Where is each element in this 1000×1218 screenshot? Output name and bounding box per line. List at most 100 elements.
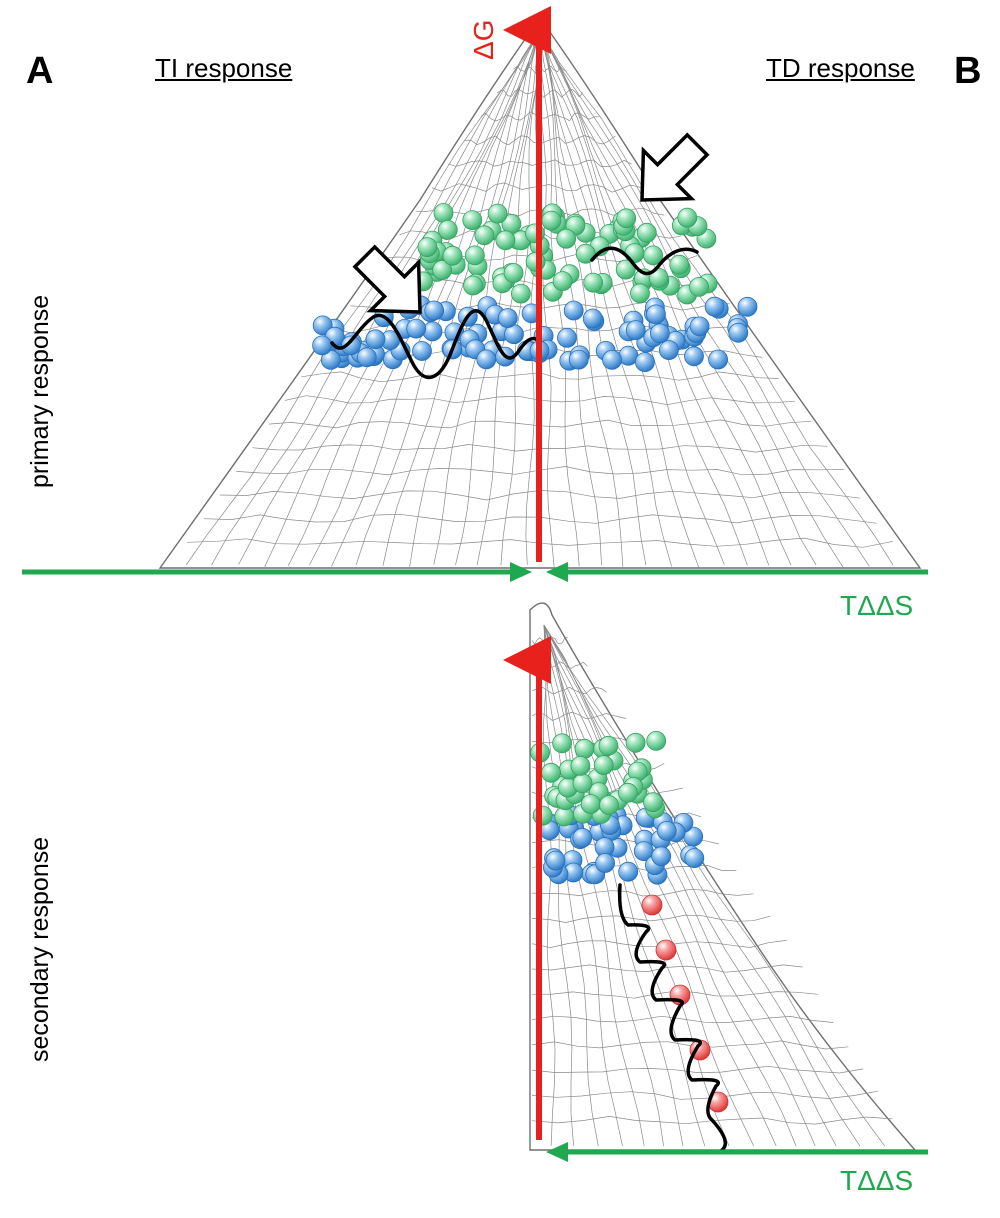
mesh-meridian (543, 624, 574, 1147)
green-sphere (618, 782, 638, 803)
mesh-meridian (455, 29, 541, 566)
primary-response-label: primary response (26, 294, 54, 488)
mesh-meridian (525, 29, 541, 565)
green-sphere (552, 271, 573, 292)
mesh-meridian (543, 624, 623, 1147)
blue-sphere (704, 296, 725, 317)
blue-sphere (497, 308, 518, 328)
blue-sphere (476, 349, 497, 370)
hollow-arrow-icon (352, 244, 422, 314)
green-sphere (417, 237, 438, 258)
red-sphere (641, 894, 663, 916)
mesh-meridian (543, 624, 837, 1147)
blue-sphere (545, 850, 566, 871)
mesh-contour (531, 1065, 864, 1074)
blue-sphere (341, 335, 361, 356)
mesh-meridian (543, 624, 777, 1147)
t-delta-delta-s-label-bottom: TΔΔS (840, 1165, 914, 1196)
blue-sphere (728, 322, 749, 343)
mesh-meridian (539, 29, 725, 565)
mesh-contour (531, 1040, 849, 1050)
green-sphere (646, 731, 667, 751)
mesh-meridian (539, 29, 602, 566)
blue-sphere (422, 321, 443, 342)
green-sphere (689, 276, 709, 297)
mesh-meridian (539, 29, 672, 567)
secondary-zigzag-path (617, 883, 728, 1152)
blue-sphere (684, 346, 704, 367)
blue-sphere (618, 861, 639, 882)
mesh-meridian (543, 624, 797, 1147)
blue-sphere (651, 846, 672, 867)
green-sphere (556, 228, 577, 249)
green-sphere (525, 251, 546, 272)
blue-sphere (563, 300, 584, 321)
blue-sphere (356, 347, 377, 368)
green-sphere (593, 755, 614, 775)
mesh-meridian (543, 624, 861, 1147)
mesh-meridian (543, 624, 556, 1147)
green-sphere (669, 254, 690, 275)
mesh-contour (531, 711, 627, 721)
mesh-meridian (543, 624, 816, 1147)
green-sphere (580, 794, 601, 814)
green-sphere (677, 207, 698, 228)
green-sphere (643, 792, 663, 813)
green-sphere (598, 735, 619, 756)
green-sphere (583, 272, 604, 293)
blue-sphere (312, 335, 333, 356)
blue-sphere (659, 340, 679, 361)
entropy-axis-bottom-head (546, 1142, 568, 1162)
blue-sphere (572, 827, 593, 848)
blue-sphere (689, 316, 710, 337)
mesh-meridian (409, 29, 541, 568)
green-sphere (433, 203, 454, 223)
green-sphere (575, 243, 596, 264)
green-sphere (541, 210, 562, 231)
mesh-meridian (331, 29, 541, 567)
green-sphere (625, 732, 646, 753)
green-sphere (630, 283, 650, 304)
mesh-meridian (539, 29, 870, 567)
blue-sphere (595, 853, 615, 873)
green-sphere (442, 245, 463, 266)
green-sphere (464, 245, 485, 266)
ti-response-title: TI response (155, 53, 293, 83)
blue-sphere (656, 821, 677, 841)
mesh-meridian (539, 29, 817, 566)
mesh-meridian (543, 624, 684, 1147)
green-sphere (503, 263, 524, 283)
blue-sphere (412, 341, 432, 361)
green-sphere (487, 203, 508, 224)
green-sphere (541, 762, 561, 783)
green-sphere (511, 283, 531, 304)
green-sphere (624, 243, 645, 264)
blue-sphere (635, 352, 655, 373)
entropy-axis-top-left-head (510, 562, 532, 582)
mesh-meridian (543, 624, 599, 1147)
blue-sphere (650, 323, 670, 344)
entropy-axis-top-right-head (546, 562, 568, 582)
mesh-meridian (543, 624, 645, 1147)
green-sphere (437, 219, 458, 240)
mesh-meridian (355, 29, 541, 566)
green-sphere (570, 756, 591, 776)
mesh-meridian (309, 29, 541, 566)
mesh-meridian (539, 29, 770, 566)
blue-sphere (684, 848, 705, 868)
mesh-meridian (539, 29, 647, 566)
hollow-arrow-icon (640, 132, 710, 202)
t-delta-delta-s-label-top: TΔΔS (840, 590, 914, 621)
mesh-meridian (543, 624, 755, 1147)
ti-energy-wave (330, 309, 540, 380)
delta-g-axis-label: ΔG (468, 19, 499, 60)
panel-label-a: A (26, 50, 54, 92)
mesh-meridian (539, 29, 624, 567)
green-sphere (495, 230, 516, 251)
green-sphere (552, 733, 572, 754)
green-sphere (574, 738, 595, 759)
mesh-meridian (543, 624, 706, 1147)
green-sphere (572, 773, 593, 794)
green-sphere (432, 260, 453, 280)
